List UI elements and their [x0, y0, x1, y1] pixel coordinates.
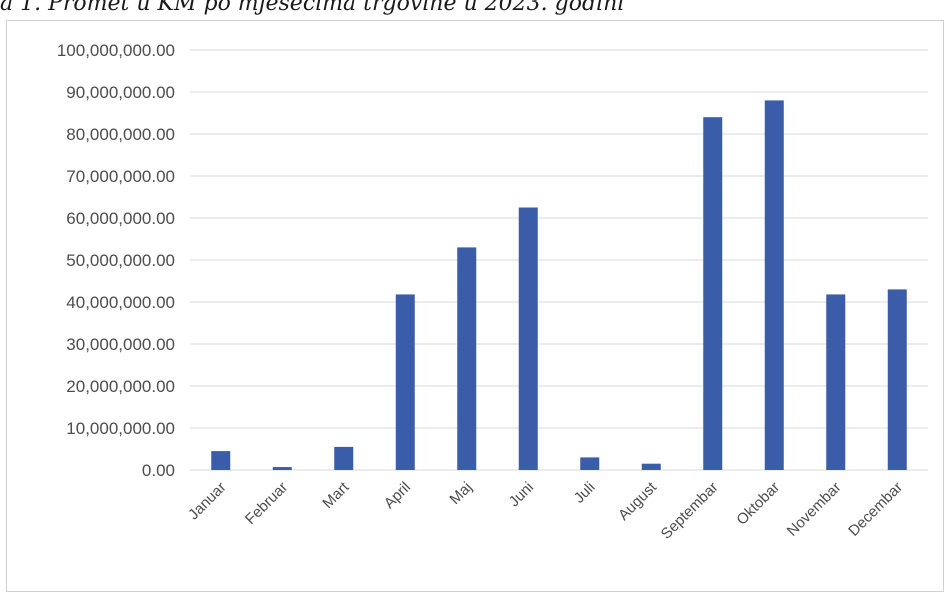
- bar-septembar: [703, 117, 723, 470]
- x-tick-label: Septembar: [658, 479, 722, 543]
- chart-caption: a 1. Promet u KM po mjesecima trgovine u…: [0, 0, 625, 16]
- y-tick-label: 80,000,000.00: [66, 125, 175, 144]
- x-tick-label: August: [615, 478, 661, 524]
- bar-maj: [457, 247, 477, 470]
- bar-februar: [272, 467, 292, 470]
- y-tick-label: 50,000,000.00: [66, 251, 175, 270]
- x-tick-label: Mart: [319, 478, 353, 512]
- bar-novembar: [826, 294, 846, 470]
- x-tick-label: Januar: [185, 479, 229, 523]
- bar-juni: [518, 207, 538, 470]
- y-tick-label: 0.00: [142, 461, 175, 480]
- bar-januar: [211, 451, 231, 470]
- bar-august: [641, 463, 661, 470]
- x-tick-label: Maj: [446, 479, 475, 508]
- y-tick-label: 20,000,000.00: [66, 377, 175, 396]
- x-tick-label: Juni: [506, 479, 537, 510]
- y-tick-label: 70,000,000.00: [66, 167, 175, 186]
- bar-decembar: [887, 289, 907, 470]
- x-tick-label: April: [381, 479, 414, 512]
- y-tick-label: 40,000,000.00: [66, 293, 175, 312]
- bar-juli: [580, 457, 600, 470]
- x-tick-label: Juli: [571, 479, 599, 507]
- y-tick-label: 10,000,000.00: [66, 419, 175, 438]
- bar-mart: [334, 446, 354, 470]
- bar-oktobar: [764, 100, 784, 471]
- x-tick-label: Februar: [242, 479, 291, 528]
- y-tick-label: 100,000,000.00: [57, 41, 175, 60]
- x-tick-label: Oktobar: [733, 479, 783, 529]
- x-tick-label: Novembar: [784, 479, 845, 540]
- bar-april: [395, 294, 415, 470]
- y-tick-label: 30,000,000.00: [66, 335, 175, 354]
- x-tick-label: Decembar: [845, 479, 906, 540]
- y-tick-label: 90,000,000.00: [66, 83, 175, 102]
- y-tick-label: 60,000,000.00: [66, 209, 175, 228]
